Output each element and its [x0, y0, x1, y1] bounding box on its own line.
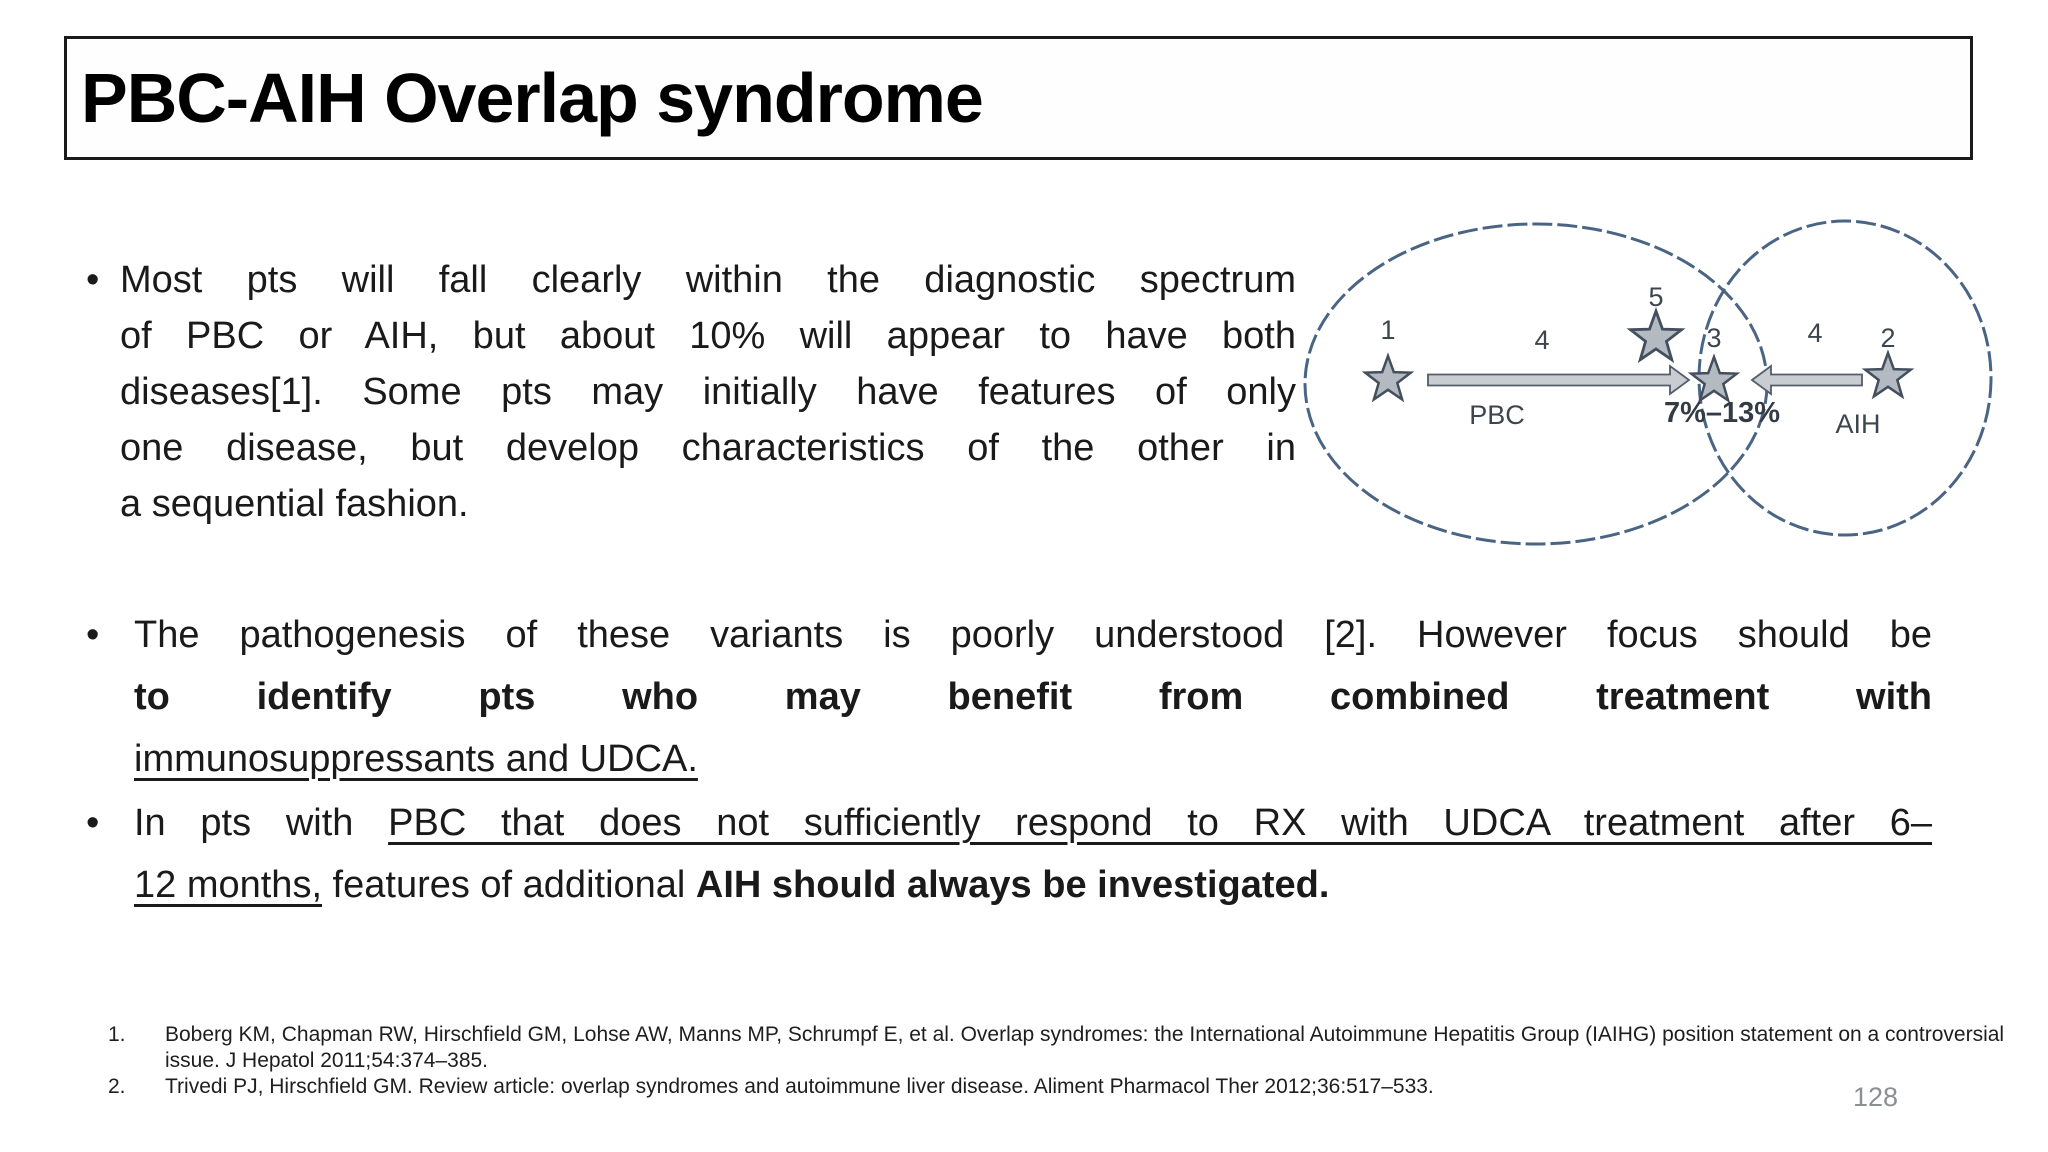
bullet-paragraph-2: • The pathogenesis of these variants is …: [84, 604, 1932, 790]
reference-text-line: Boberg KM, Chapman RW, Hirschfield GM, L…: [165, 1023, 2005, 1046]
text-segment: features of additional: [322, 864, 696, 906]
star-1-icon: [1361, 352, 1415, 403]
text-line: In pts with PBC that does not sufficient…: [134, 792, 1932, 854]
label-star-3: 3: [1706, 323, 1721, 353]
label-star-2: 2: [1880, 323, 1895, 353]
text-segment-underlined: PBC that does not sufficiently respond t…: [388, 802, 1932, 844]
pbc-aih-venn-diagram: 1 4 5 3 4 2 PBC 7%–13% AIH: [1303, 219, 1993, 546]
page-number: 128: [1853, 1082, 1899, 1112]
text-line: of PBC or AIH, but about 10% will appear…: [120, 315, 1296, 357]
bullet-1-text: Most pts will fall clearly within the di…: [84, 252, 1296, 532]
label-pbc: PBC: [1469, 400, 1525, 430]
text-segment: In pts with: [134, 802, 389, 844]
text-line: 12 months, features of additional AIH sh…: [134, 854, 1932, 916]
reference-item: 1. Boberg KM, Chapman RW, Hirschfield GM…: [108, 1022, 2004, 1074]
reference-text-line: issue. J Hepatol 2011;54:374–385.: [165, 1049, 489, 1072]
bullet-2-text: The pathogenesis of these variants is po…: [84, 604, 1932, 790]
text-line: diseases[1]. Some pts may initially have…: [120, 371, 1296, 413]
bullet-paragraph-3: • In pts with PBC that does not sufficie…: [84, 792, 1932, 916]
reference-text-line: Trivedi PJ, Hirschfield GM. Review artic…: [165, 1075, 1434, 1098]
aih-to-overlap-arrow: [1750, 364, 1863, 396]
label-star-5: 5: [1648, 282, 1663, 312]
star-2-icon: [1861, 349, 1915, 400]
bullet-glyph: •: [86, 802, 100, 844]
text-line-underlined: immunosuppressants and UDCA.: [134, 738, 698, 780]
text-segment-underlined: 12 months,: [134, 864, 322, 906]
title-box: PBC-AIH Overlap syndrome: [64, 36, 1973, 160]
reference-number: 2.: [108, 1075, 126, 1098]
label-aih: AIH: [1835, 409, 1880, 439]
star-3-icon: [1687, 353, 1741, 404]
text-segment-bold: AIH should always be investigated.: [695, 864, 1330, 906]
label-star-1: 1: [1380, 315, 1395, 345]
bullet-3-text: In pts with PBC that does not sufficient…: [84, 792, 1932, 916]
label-arrow-right-4: 4: [1807, 318, 1822, 348]
pbc-to-overlap-arrow: [1427, 364, 1691, 396]
bullet-paragraph-1: • Most pts will fall clearly within the …: [84, 252, 1296, 532]
label-arrow-left-4: 4: [1534, 325, 1549, 355]
page-title: PBC-AIH Overlap syndrome: [81, 59, 984, 137]
text-line: one disease, but develop characteristics…: [120, 427, 1296, 469]
reference-number: 1.: [108, 1023, 126, 1046]
label-overlap-percentage: 7%–13%: [1664, 397, 1780, 429]
bullet-glyph: •: [86, 614, 100, 656]
references: 1. Boberg KM, Chapman RW, Hirschfield GM…: [108, 1022, 2004, 1100]
text-line-bold: to identify pts who may benefit from com…: [134, 676, 1932, 718]
reference-item: 2. Trivedi PJ, Hirschfield GM. Review ar…: [108, 1074, 2004, 1100]
text-line: The pathogenesis of these variants is po…: [134, 614, 1932, 656]
text-line: Most pts will fall clearly within the di…: [120, 259, 1296, 301]
bullet-glyph: •: [86, 259, 100, 301]
text-line: a sequential fashion.: [120, 483, 469, 525]
star-5-icon: [1626, 306, 1686, 364]
